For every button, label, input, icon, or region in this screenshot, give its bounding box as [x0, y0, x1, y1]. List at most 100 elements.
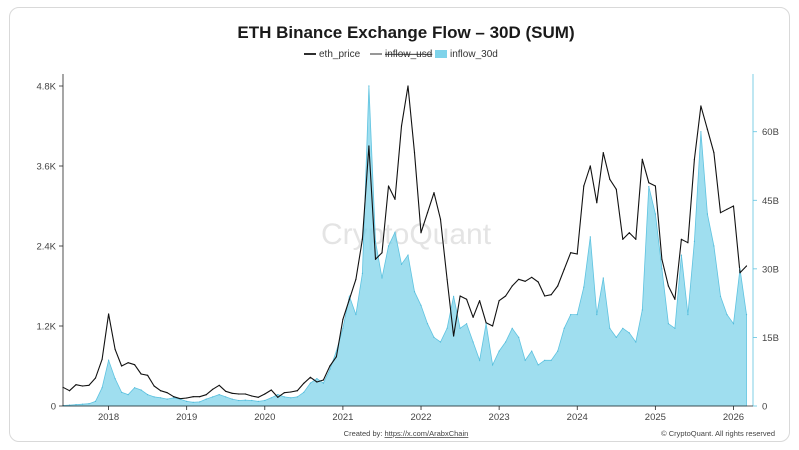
eth-price-point: [335, 356, 337, 358]
inflow-30d-point: [680, 254, 683, 256]
inflow-30d-point: [732, 323, 735, 325]
eth-price-point: [192, 396, 194, 398]
legend-label-eth-price[interactable]: eth_price: [319, 49, 361, 60]
inflow-30d-point: [602, 277, 604, 279]
inflow-30d-point: [309, 382, 311, 384]
inflow-30d-point: [706, 213, 709, 215]
legend-label-inflow-30d[interactable]: inflow_30d: [450, 49, 498, 60]
x-tick-label: 2020: [254, 412, 275, 423]
inflow-30d-point: [244, 399, 246, 401]
inflow-30d-point: [75, 404, 77, 406]
inflow-30d-point: [557, 350, 559, 352]
eth-price-point: [505, 295, 507, 297]
inflow-30d-point: [68, 404, 71, 406]
inflow-30d-point: [667, 323, 670, 325]
eth-price-point: [394, 198, 396, 200]
eth-price-point: [173, 396, 175, 398]
inflow-30d-point: [290, 397, 292, 399]
eth-price-line: [62, 85, 747, 400]
inflow-30d-point: [329, 368, 331, 370]
inflow-30d-point: [661, 268, 663, 270]
inflow-30d-point: [674, 327, 676, 329]
eth-price-point: [622, 238, 624, 240]
x-tick-label: 2018: [98, 412, 119, 423]
eth-price-point: [244, 393, 246, 395]
inflow-30d-point: [238, 399, 240, 402]
inflow-30d-point: [127, 394, 129, 396]
eth-price-point: [361, 238, 363, 240]
eth-price-point: [492, 325, 494, 327]
eth-price-point: [570, 252, 572, 254]
eth-price-point: [88, 384, 90, 386]
eth-price-point: [518, 278, 520, 280]
legend[interactable]: eth_price inflow_usd inflow_30d: [304, 49, 498, 60]
inflow-30d-point: [186, 400, 188, 402]
eth-price-point: [628, 232, 630, 234]
inflow-30d-point: [94, 400, 97, 402]
inflow-30d-point: [101, 387, 103, 389]
eth-price-point: [531, 276, 533, 278]
legend-label-inflow-usd[interactable]: inflow_usd: [385, 49, 432, 60]
inflow-30d-point: [563, 327, 565, 329]
inflow-30d-point: [439, 341, 442, 343]
inflow-30d-point: [400, 263, 403, 265]
eth-price-point: [94, 377, 97, 379]
eth-price-point: [596, 202, 598, 204]
eth-price-point: [199, 396, 201, 398]
eth-price-point: [342, 318, 344, 320]
inflow-30d-point: [173, 397, 175, 399]
eth-price-point: [583, 185, 585, 187]
y-right-tick-label: 0: [762, 402, 767, 413]
inflow-30d-point: [342, 327, 344, 329]
eth-price-point: [739, 272, 741, 274]
inflow-30d-point: [687, 314, 689, 316]
inflow-30d-point: [505, 341, 507, 343]
inflow-30d-point: [114, 378, 116, 380]
inflow-30d-point: [88, 403, 90, 405]
eth-price-point: [160, 390, 162, 392]
inflow-30d-point: [713, 245, 715, 247]
inflow-30d-point: [361, 272, 363, 274]
eth-price-point: [121, 365, 123, 367]
inflow-30d-point: [335, 350, 337, 352]
eth-price-point: [459, 295, 461, 297]
inflow-30d-point: [745, 314, 748, 316]
inflow-30d-point: [479, 359, 481, 361]
eth-price-point: [140, 373, 142, 375]
eth-price-point: [674, 298, 676, 300]
inflow-30d-point: [622, 327, 624, 329]
x-tick-label: 2025: [645, 412, 666, 423]
eth-price-point: [446, 278, 448, 280]
eth-price-point: [127, 362, 129, 364]
inflow-30d-point: [739, 268, 741, 270]
eth-price-point: [654, 185, 657, 187]
inflow-30d-point: [355, 314, 357, 316]
eth-price-point: [400, 125, 403, 127]
eth-price-point: [257, 396, 259, 398]
eth-price-point: [453, 335, 455, 337]
eth-price-point: [238, 393, 240, 395]
eth-price-point: [374, 258, 377, 260]
inflow-30d-point: [108, 359, 110, 361]
eth-price-point: [309, 376, 311, 378]
eth-price-point: [290, 391, 292, 393]
eth-price-point: [433, 192, 435, 194]
eth-price-point: [225, 390, 227, 392]
inflow-30d-point: [153, 396, 155, 398]
eth-price-point: [68, 390, 71, 392]
inflow-30d-point: [492, 364, 494, 366]
credit-link[interactable]: https://x.com/ArabxChain: [385, 429, 469, 438]
inflow-30d-point: [134, 387, 136, 389]
eth-price-point: [218, 384, 220, 386]
inflow-30d-point: [466, 323, 468, 325]
eth-price-point: [348, 298, 350, 300]
eth-price-point: [277, 396, 279, 398]
eth-price-point: [557, 285, 559, 287]
x-tick-label: 2019: [176, 412, 197, 423]
eth-price-point: [609, 178, 611, 180]
inflow-30d-point: [700, 131, 702, 133]
eth-price-point: [166, 392, 168, 394]
inflow-30d-point: [303, 391, 305, 393]
eth-price-point: [537, 281, 539, 283]
eth-price-point: [466, 298, 468, 300]
